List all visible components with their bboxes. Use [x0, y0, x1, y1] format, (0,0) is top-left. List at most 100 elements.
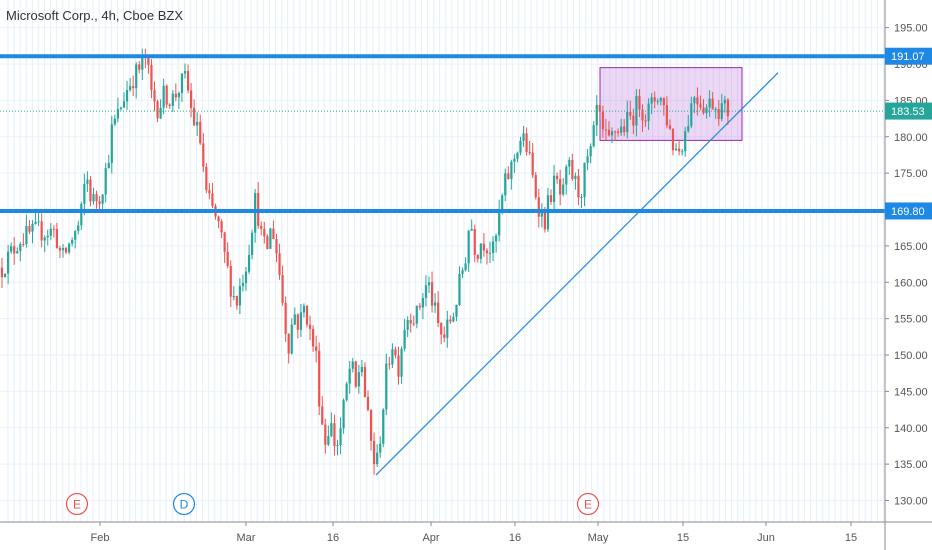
candle-body	[565, 166, 568, 185]
candle-body	[357, 372, 360, 387]
candle-body	[92, 194, 95, 202]
candles	[0, 48, 729, 475]
candle-body	[159, 107, 162, 119]
candle-body	[626, 111, 629, 133]
candle-body	[174, 93, 177, 98]
candle-body	[491, 241, 495, 253]
candle-body	[522, 133, 525, 141]
y-tick-label: 165.00	[894, 241, 928, 253]
candle-body	[232, 295, 235, 297]
candle-body	[116, 109, 119, 119]
x-tick-label: 15	[845, 532, 857, 544]
candle-body	[583, 162, 586, 198]
candle-body	[37, 221, 40, 223]
y-tick-label: 140.00	[894, 423, 928, 435]
candle-body	[266, 236, 269, 249]
candle-body	[223, 232, 226, 252]
price-label-text: 191.07	[891, 51, 925, 63]
candle-body	[366, 396, 370, 410]
candle-body	[379, 443, 382, 453]
candle-body	[345, 383, 348, 401]
candle-body	[406, 320, 409, 331]
candle-body	[592, 125, 595, 147]
time-axis-bg	[0, 522, 932, 550]
candle-body	[342, 400, 345, 429]
candle-body	[424, 285, 428, 298]
candle-body	[443, 334, 446, 338]
candle-body	[281, 274, 284, 303]
candle-body	[299, 312, 302, 330]
candle-body	[418, 305, 421, 308]
candle-body	[671, 128, 675, 151]
candle-body	[513, 158, 516, 162]
x-tick-label: May	[588, 532, 609, 544]
marker-label: D	[180, 498, 189, 512]
x-tick-label: 16	[327, 532, 339, 544]
price-label-text: 183.53	[891, 106, 925, 118]
x-tick-label: Apr	[422, 532, 439, 544]
candle-body	[693, 97, 696, 104]
candle-body	[653, 97, 656, 102]
candle-body	[610, 131, 614, 136]
marker-label: E	[73, 498, 81, 512]
candle-body	[437, 302, 440, 323]
candle-body	[412, 323, 415, 325]
ascending-trendline[interactable]	[375, 72, 779, 476]
candle-body	[382, 409, 385, 444]
candle-body	[540, 212, 543, 217]
candle-body	[196, 121, 199, 126]
candle-body	[376, 452, 379, 465]
candle-body	[263, 228, 266, 237]
horizontal-levels[interactable]	[0, 54, 885, 213]
candle-body	[632, 115, 635, 126]
candle-body	[458, 273, 461, 305]
candle-body	[604, 129, 607, 131]
candle-body	[720, 103, 723, 120]
candle-body	[55, 229, 58, 248]
candle-body	[104, 168, 107, 195]
candle-body	[708, 98, 711, 108]
candle-body	[40, 221, 43, 241]
candle-body	[479, 243, 482, 259]
candle-body	[556, 175, 559, 179]
candle-body	[180, 73, 184, 93]
candle-body	[71, 239, 74, 244]
candle-body	[446, 319, 449, 338]
trendline[interactable]	[375, 72, 779, 476]
x-tick-label: Jun	[757, 532, 775, 544]
candle-body	[34, 221, 37, 224]
event-marker-e[interactable]: E	[65, 492, 89, 516]
candle-body	[543, 212, 546, 230]
event-marker-d[interactable]: D	[172, 492, 196, 516]
candle-body	[52, 228, 55, 230]
candle-body	[125, 89, 129, 102]
candle-body	[119, 107, 123, 110]
candle-body	[595, 104, 598, 126]
candle-body	[74, 231, 77, 240]
y-tick-label: 175.00	[894, 168, 928, 180]
candle-body	[330, 423, 333, 437]
candle-body	[674, 148, 678, 151]
candle-body	[141, 56, 144, 70]
candle-body	[293, 314, 296, 325]
candle-body	[452, 316, 455, 322]
x-tick-label: Feb	[91, 532, 110, 544]
candle-body	[369, 409, 373, 441]
candle-body	[681, 151, 684, 153]
candle-body	[302, 305, 306, 313]
candle-body	[620, 126, 623, 133]
candle-body	[226, 251, 229, 266]
candle-body	[388, 363, 391, 365]
event-marker-e[interactable]: E	[576, 492, 600, 516]
candle-body	[647, 103, 650, 122]
candle-body	[193, 107, 196, 126]
candle-body	[348, 368, 351, 384]
y-tick-label: 135.00	[894, 459, 928, 471]
y-tick-label: 130.00	[894, 496, 928, 508]
candle-body	[391, 349, 394, 365]
candle-body	[440, 322, 443, 335]
candle-body	[598, 104, 601, 112]
